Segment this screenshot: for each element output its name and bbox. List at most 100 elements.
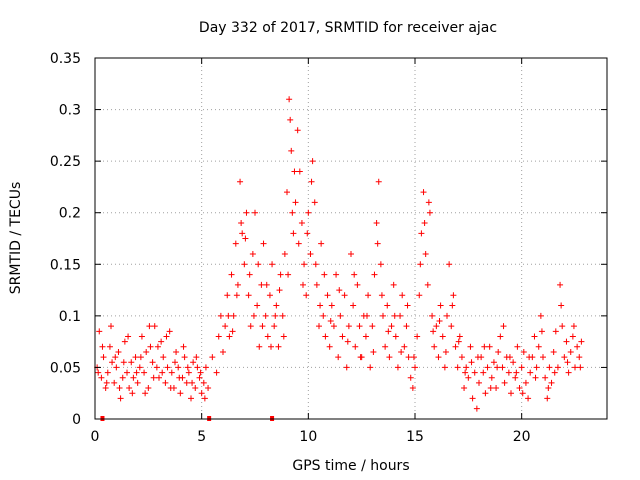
- data-point: [384, 302, 391, 309]
- data-point: [192, 385, 199, 392]
- data-point: [499, 364, 506, 371]
- data-point: [262, 312, 269, 319]
- data-point: [392, 333, 399, 340]
- data-point: [578, 338, 585, 345]
- data-point: [303, 292, 310, 299]
- y-tick-label: 0.05: [50, 360, 81, 376]
- data-point: [467, 343, 474, 350]
- data-point: [176, 374, 183, 381]
- data-point: [150, 374, 157, 381]
- data-point: [271, 323, 278, 330]
- data-point: [281, 250, 288, 257]
- data-point: [275, 343, 282, 350]
- data-point: [373, 220, 380, 227]
- data-point: [109, 359, 116, 366]
- axis-ticks: [94, 57, 607, 420]
- data-point: [112, 354, 119, 361]
- data-point: [318, 240, 325, 247]
- data-point: [516, 385, 523, 392]
- data-point: [196, 374, 203, 381]
- data-point: [350, 302, 357, 309]
- data-point: [287, 116, 294, 123]
- data-point: [116, 385, 123, 392]
- x-tick-label: 15: [406, 429, 424, 445]
- y-axis-label: SRMTID / TECUs: [8, 182, 24, 295]
- data-point: [294, 127, 301, 134]
- data-point: [369, 323, 376, 330]
- data-point: [420, 189, 427, 196]
- data-point: [237, 178, 244, 185]
- data-point: [129, 390, 136, 397]
- data-point: [386, 354, 393, 361]
- data-point: [96, 328, 103, 335]
- data-point: [577, 364, 584, 371]
- x-axis-label: GPS time / hours: [292, 458, 409, 474]
- data-point: [197, 369, 204, 376]
- data-point: [570, 323, 577, 330]
- data-point: [424, 281, 431, 288]
- data-point: [444, 312, 450, 319]
- data-point: [286, 96, 293, 103]
- chart-title: Day 332 of 2017, SRMTID for receiver aja…: [199, 20, 497, 36]
- data-point: [138, 333, 145, 340]
- data-point: [456, 333, 463, 340]
- data-point: [482, 390, 489, 397]
- data-point: [417, 261, 424, 268]
- data-point: [269, 261, 276, 268]
- data-point: [311, 199, 318, 206]
- data-point: [103, 379, 110, 386]
- data-point: [298, 220, 305, 227]
- tick-labels: 0 5 10 15 20 0 0.05 0.1 0.15 0.2 0.25 0.3 0.35: [50, 51, 531, 445]
- data-point: [544, 395, 551, 402]
- data-point: [540, 354, 546, 361]
- data-point: [463, 364, 470, 371]
- data-point: [356, 323, 363, 330]
- data-point: [339, 333, 346, 340]
- data-point: [398, 348, 405, 355]
- data-point: [452, 343, 459, 350]
- data-point: [142, 390, 149, 397]
- data-point: [160, 354, 167, 361]
- data-point: [414, 333, 421, 340]
- data-point: [506, 354, 513, 361]
- data-point: [454, 364, 461, 371]
- data-point: [436, 318, 443, 325]
- data-point: [497, 333, 504, 340]
- data-point: [429, 312, 436, 319]
- data-point: [121, 338, 128, 345]
- data-point: [561, 354, 568, 361]
- data-point: [153, 364, 160, 371]
- data-point: [439, 333, 446, 340]
- data-point: [268, 343, 274, 350]
- data-point: [348, 250, 354, 257]
- data-point: [437, 302, 444, 309]
- data-point: [254, 302, 261, 309]
- data-point: [149, 359, 156, 366]
- x-tick-label: 0: [91, 429, 100, 445]
- data-point: [158, 338, 165, 345]
- data-point: [354, 281, 361, 288]
- data-point: [448, 323, 455, 330]
- y-tick-label: 0.15: [50, 257, 81, 273]
- data-point: [132, 354, 139, 361]
- data-point: [126, 385, 133, 392]
- data-point: [418, 230, 425, 237]
- data-point: [421, 220, 428, 227]
- data-point: [225, 312, 232, 319]
- data-point: [260, 240, 267, 247]
- data-point: [316, 323, 322, 330]
- data-point: [455, 338, 462, 345]
- data-point: [295, 240, 302, 247]
- data-point: [495, 348, 502, 355]
- data-point: [130, 374, 137, 381]
- data-point: [367, 364, 374, 371]
- data-point: [465, 374, 472, 381]
- data-point: [228, 271, 235, 278]
- data-point: [313, 281, 320, 288]
- data-point: [559, 323, 566, 330]
- data-point: [572, 364, 578, 371]
- data-point: [476, 379, 482, 386]
- data-point: [166, 328, 173, 335]
- data-point: [104, 369, 111, 376]
- data-point: [266, 292, 273, 299]
